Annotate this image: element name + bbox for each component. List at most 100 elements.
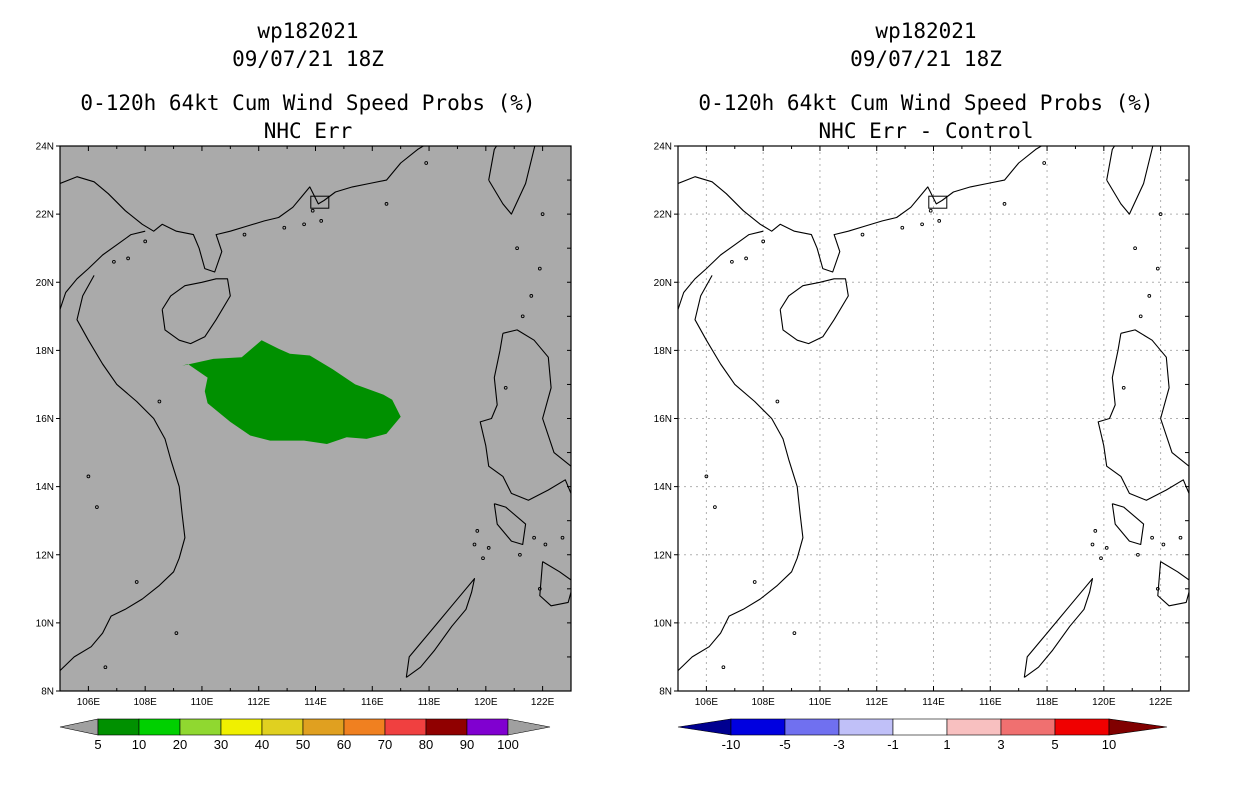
islet <box>503 385 508 390</box>
lon-tick-label: 110E <box>191 697 214 708</box>
islet <box>900 225 905 230</box>
coastline-segment <box>479 329 571 501</box>
lon-tick-label: 122E <box>531 697 555 708</box>
lat-tick-label: 20N <box>36 278 54 289</box>
colorbar-label: 10 <box>132 737 146 752</box>
lat-tick-label: 8N <box>659 687 672 698</box>
coastline-layer <box>678 146 1189 678</box>
coastline-segment <box>60 275 186 671</box>
coastline-segment <box>678 146 1043 273</box>
colorbar-swatch <box>1000 718 1056 736</box>
colorbar-label: -10 <box>722 737 741 752</box>
islet <box>1133 246 1137 251</box>
panel-subtitle: NHC Err <box>264 119 353 143</box>
colorbar-label: 20 <box>173 737 187 752</box>
lat-tick-label: 16N <box>654 414 672 425</box>
colorbar-label: 60 <box>337 737 351 752</box>
coastline-segment <box>1023 578 1094 678</box>
lon-tick-label: 106E <box>695 697 719 708</box>
panel-subtitle: NHC Err - Control <box>819 119 1034 143</box>
colorbar-swatch <box>220 718 263 736</box>
panel-nhc-err-control: wp182021 09/07/21 18Z 0-120h 64kt Cum Wi… <box>654 19 1190 752</box>
colorbar-swatch <box>838 718 894 736</box>
coastline-segment <box>1157 561 1189 607</box>
islet <box>518 552 522 557</box>
lon-tick-label: 108E <box>751 697 775 708</box>
lat-tick-label: 24N <box>654 142 672 153</box>
islet <box>1155 266 1160 271</box>
colorbar-label: 3 <box>997 737 1004 752</box>
colorbar-label: 90 <box>460 737 474 752</box>
islet <box>928 208 933 213</box>
islet <box>134 580 139 584</box>
islet <box>537 586 542 591</box>
lon-tick-label: 120E <box>474 697 498 708</box>
islet <box>174 631 179 635</box>
islet <box>1161 542 1166 547</box>
panel-nhc-err: wp182021 09/07/21 18Z 0-120h 64kt Cum Wi… <box>36 19 572 752</box>
colorbar-end-high <box>1108 718 1168 736</box>
islet <box>1178 535 1183 540</box>
colorbar-swatch <box>730 718 786 736</box>
colorbar-label: 30 <box>214 737 228 752</box>
colorbar-label: 50 <box>296 737 310 752</box>
lat-tick-label: 18N <box>654 346 672 357</box>
islet <box>126 256 130 261</box>
islet <box>282 225 287 230</box>
islet <box>103 665 108 670</box>
islet <box>143 239 148 244</box>
coastline-segment <box>1106 146 1154 215</box>
lat-tick-label: 14N <box>654 482 672 493</box>
lat-tick-label: 16N <box>36 414 54 425</box>
lon-tick-label: 118E <box>418 697 441 708</box>
islet <box>481 556 485 561</box>
lat-tick-label: 10N <box>36 618 54 629</box>
islet <box>1147 294 1152 298</box>
islet <box>157 399 162 404</box>
coastline-segment <box>678 230 764 310</box>
colorbar-swatch <box>261 718 304 736</box>
islet <box>424 161 429 165</box>
islet <box>560 535 565 540</box>
islet <box>721 665 726 670</box>
colorbar-end-low <box>677 718 732 736</box>
coastline-segment <box>1111 503 1145 546</box>
colorbar-swatch <box>892 718 948 736</box>
colorbar-swatch <box>466 718 509 736</box>
colorbar-end-low <box>59 718 99 736</box>
lon-tick-label: 122E <box>1149 697 1173 708</box>
colorbar-swatch <box>302 718 345 736</box>
islet <box>515 246 519 251</box>
islet <box>475 529 480 533</box>
graticule <box>678 146 1189 691</box>
coastline-segment <box>539 561 571 607</box>
colorbar-label: 70 <box>378 737 392 752</box>
axis-ticks: 24N 22N 20N 18N 16N 14N 12N 10N 8N 106E 108E 110E 11… <box>36 142 572 708</box>
islet <box>860 232 865 237</box>
islet <box>529 294 534 298</box>
islet <box>704 474 709 479</box>
islet <box>242 232 247 237</box>
islet <box>1150 535 1154 540</box>
islet <box>1002 202 1007 206</box>
product-title: 0-120h 64kt Cum Wind Speed Probs (%) <box>80 91 535 115</box>
lon-tick-label: 114E <box>304 697 327 708</box>
islet <box>1121 385 1126 390</box>
lat-tick-label: 22N <box>654 210 672 221</box>
coastline-layer <box>60 146 571 678</box>
product-title: 0-120h 64kt Cum Wind Speed Probs (%) <box>698 91 1153 115</box>
lat-tick-label: 22N <box>36 210 54 221</box>
islet <box>543 542 548 547</box>
islet <box>537 266 542 271</box>
lon-tick-label: 112E <box>865 697 888 708</box>
islet <box>310 208 315 213</box>
islet <box>319 219 324 223</box>
colorbar-swatch <box>784 718 840 736</box>
lon-tick-label: 114E <box>922 697 945 708</box>
islet <box>1099 556 1103 561</box>
islet <box>472 542 477 547</box>
islet <box>302 222 306 227</box>
colorbar-label: 5 <box>1051 737 1058 752</box>
colorbar-swatch <box>97 718 140 736</box>
islet <box>937 219 942 223</box>
